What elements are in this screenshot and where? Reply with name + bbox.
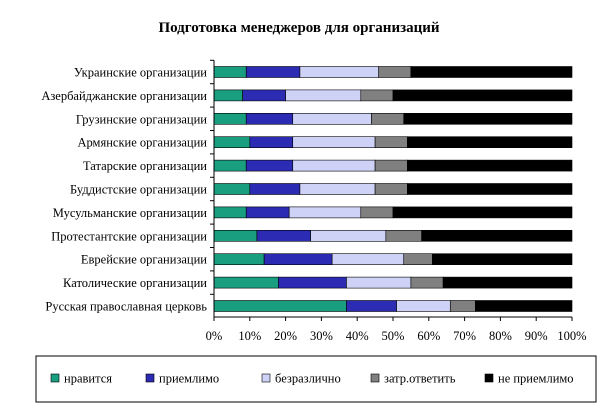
bar-7-series-1 [213,206,247,219]
bar-6-series-5 [407,183,573,195]
bar-1-series-4 [378,66,412,78]
legend: нравится приемлимо безразлично затр.ответит… [35,355,597,403]
x-tick-label: 30% [310,329,333,343]
legend-swatch-затр-ответить [370,373,380,383]
bar-3-series-5 [403,113,573,125]
axis-layer: Украинские организации Азербайджанские ор… [41,59,587,343]
bar-9-series-5 [432,253,573,265]
bar-9-series-3 [331,253,405,265]
x-tick-label: 0% [206,329,223,343]
bar-1-series-1 [213,66,247,78]
legend-box [35,355,597,403]
bar-4-series-5 [407,136,573,148]
x-tick-label: 70% [453,329,476,343]
bar-7-series-4 [360,206,394,219]
bar-11-series-1 [213,300,347,312]
bar-1-series-2 [245,66,301,78]
legend-label: не приемлимо [498,372,574,386]
bar-10-series-2 [278,276,347,289]
bar-1-series-5 [410,66,573,78]
legend-label: приемлимо [159,372,219,386]
category-label: Азербайджанские организации [41,89,207,103]
bar-4-series-1 [213,136,251,148]
legend-swatch-нравится [50,373,60,383]
x-tick-label: 80% [489,329,512,343]
bar-7-series-5 [392,206,573,219]
category-label: Татарские организации [83,159,207,173]
legend-label: нравится [64,372,112,386]
bar-8-series-1 [213,230,258,242]
legend-label: безразлично [275,372,341,386]
category-label: Протестантские организации [51,229,207,243]
category-label: Армянские организации [77,136,207,150]
bar-10-series-5 [442,276,573,289]
bar-2-series-3 [285,89,362,102]
x-tick-label: 90% [525,329,548,343]
bar-9-series-4 [403,253,433,265]
x-tick-label: 10% [238,329,261,343]
bar-4-series-2 [249,136,294,148]
bar-2-series-4 [360,89,394,102]
bar-6-series-2 [249,183,301,195]
x-tick-label: 100% [557,329,586,343]
bar-8-series-5 [421,230,573,242]
bar-10-series-3 [346,276,412,289]
bar-11-series-4 [449,300,476,312]
x-tick-label: 40% [346,329,369,343]
bar-2-series-1 [213,89,243,102]
bar-6-series-4 [374,183,408,195]
bar-8-series-4 [385,230,422,242]
bar-5-series-5 [407,159,573,172]
bar-11-series-3 [396,300,451,312]
legend-label: затр.ответить [384,372,456,386]
bar-11-series-5 [475,300,573,312]
bar-5-series-3 [292,159,376,172]
bar-8-series-3 [310,230,387,242]
bar-9-series-2 [263,253,333,265]
bar-5-series-4 [374,159,408,172]
bar-8-series-2 [256,230,311,242]
bar-2-series-5 [392,89,573,102]
bars-layer [213,66,573,312]
x-tick-label: 60% [417,329,440,343]
bar-6-series-1 [213,183,251,195]
category-label: Буддистские организации [70,183,207,197]
x-tick-label: 50% [382,329,405,343]
bar-7-series-2 [245,206,290,219]
category-label: Грузинские организации [76,112,207,126]
x-tick-label: 20% [274,329,297,343]
bar-2-series-2 [242,89,286,102]
bar-6-series-3 [299,183,376,195]
bar-3-series-1 [213,113,247,125]
bar-3-series-2 [245,113,294,125]
bar-7-series-3 [288,206,362,219]
bar-3-series-3 [292,113,372,125]
legend-swatch-безразлично [261,373,271,383]
category-label: Мусульманские организации [53,206,208,220]
bar-4-series-4 [374,136,408,148]
category-label: Католические организации [63,276,207,290]
bar-10-series-4 [410,276,444,289]
chart-title: Подготовка менеджеров для организаций [158,20,439,36]
category-label: Еврейские организации [81,253,207,267]
bar-4-series-3 [292,136,376,148]
bar-11-series-2 [346,300,397,312]
legend-swatch-приемлимо [145,373,155,383]
bar-3-series-4 [371,113,405,125]
category-label: Украинские организации [74,66,207,80]
bar-9-series-1 [213,253,265,265]
bar-5-series-2 [245,159,294,172]
bar-10-series-1 [213,276,279,289]
bar-5-series-1 [213,159,247,172]
bar-1-series-3 [299,66,379,78]
category-label: Русская православная церковь [45,300,207,314]
legend-swatch-не-приемлимо [484,373,494,383]
